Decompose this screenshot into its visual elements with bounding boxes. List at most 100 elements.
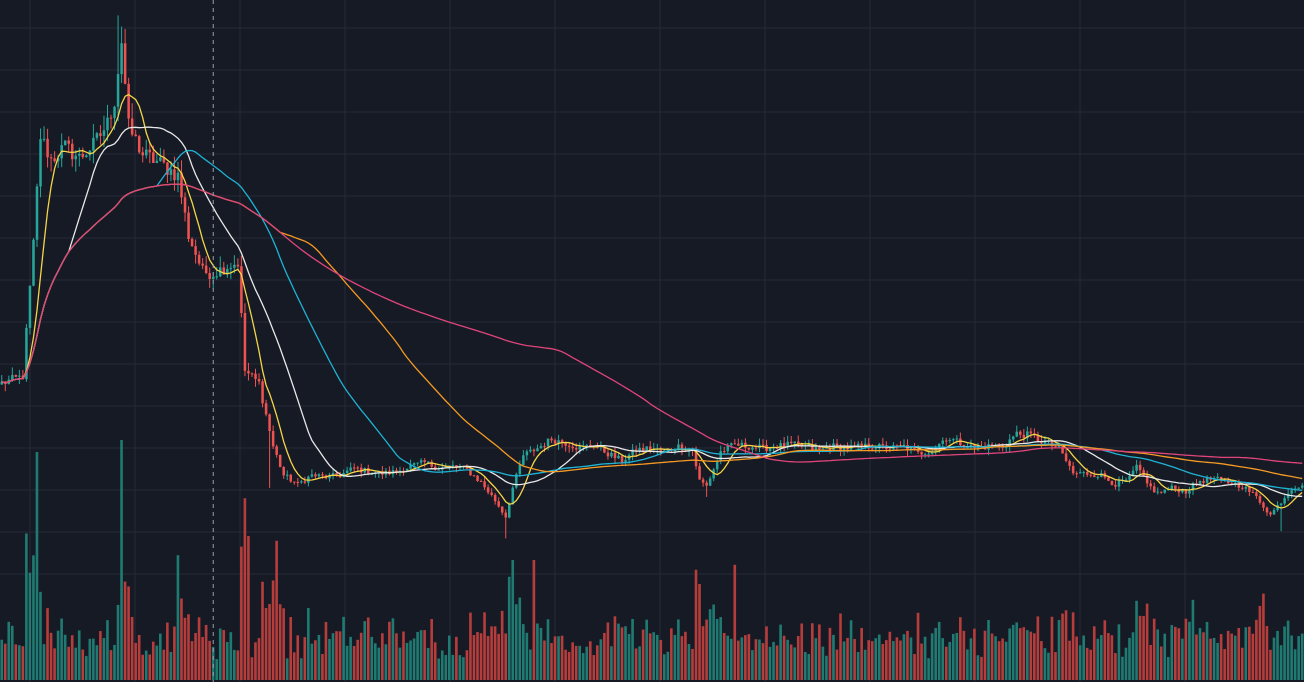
volume-bar xyxy=(377,647,381,680)
candle-body xyxy=(730,443,733,446)
volume-bar xyxy=(1011,624,1015,680)
moving-average-line xyxy=(1,149,1303,491)
candle-body xyxy=(1216,476,1219,479)
candle-body xyxy=(543,446,546,448)
volume-bar xyxy=(1057,620,1061,680)
moving-average-line xyxy=(1,126,1303,497)
candle-body xyxy=(550,438,553,441)
volume-bar xyxy=(268,603,271,680)
candle-body xyxy=(92,137,95,151)
volume-bar xyxy=(46,608,49,680)
volume-bar xyxy=(211,646,215,680)
volume-bar xyxy=(1233,635,1237,680)
candle-body xyxy=(666,449,670,451)
candle-body xyxy=(871,448,874,450)
volume-bar xyxy=(370,636,374,680)
volume-bar xyxy=(659,639,663,680)
volume-bar xyxy=(634,648,638,680)
volume-bar xyxy=(796,636,800,680)
volume-bar xyxy=(342,616,345,680)
volume-bar xyxy=(624,626,627,680)
volume-bar xyxy=(1117,624,1121,680)
candle-body xyxy=(574,448,578,450)
volume-bar xyxy=(479,633,483,680)
moving-average-lines xyxy=(1,93,1303,509)
volume-bar xyxy=(810,623,814,680)
volume-bar xyxy=(885,640,888,680)
volume-bar xyxy=(472,635,476,680)
candle-body xyxy=(1262,502,1265,508)
candle-body xyxy=(70,143,74,160)
volume-bar xyxy=(356,639,359,680)
volume-bar xyxy=(109,650,113,680)
candle-body xyxy=(483,481,486,488)
moving-average-line xyxy=(1,183,1303,464)
volume-bar xyxy=(684,631,687,680)
volume-bar xyxy=(1103,620,1107,680)
volume-bar xyxy=(698,584,701,680)
volume-bar xyxy=(1099,635,1103,680)
candle-body xyxy=(113,106,116,119)
volume-bar xyxy=(708,609,712,680)
candle-body xyxy=(152,152,155,163)
candle-body xyxy=(28,285,32,328)
candle-body xyxy=(747,447,751,450)
candle-body xyxy=(497,501,500,507)
volume-bar xyxy=(402,631,405,680)
volume-bar xyxy=(599,639,603,680)
volume-bar xyxy=(183,617,187,680)
volume-bar xyxy=(1240,647,1244,680)
candle-body xyxy=(226,268,229,275)
candle-body xyxy=(641,447,645,451)
volume-bar xyxy=(254,642,257,680)
volume-bar xyxy=(789,644,793,680)
candle-body xyxy=(81,153,85,158)
volume-bar xyxy=(1036,616,1040,680)
volume-bar xyxy=(828,627,832,680)
candle-body xyxy=(1089,474,1093,476)
volume-bar xyxy=(345,645,349,680)
candle-body xyxy=(1064,453,1068,461)
candle-body xyxy=(916,449,920,452)
candle-body xyxy=(1255,492,1258,497)
volume-bar xyxy=(518,597,522,680)
volume-bar xyxy=(1265,626,1269,680)
volume-bar xyxy=(1075,636,1078,680)
volume-bar xyxy=(969,638,973,680)
volume-bar xyxy=(744,635,747,680)
candle-body xyxy=(278,454,282,467)
candle-body xyxy=(412,463,416,465)
candle-body xyxy=(405,468,409,473)
volume-bar xyxy=(736,640,740,680)
volume-bar xyxy=(1043,648,1047,680)
candle-body xyxy=(229,267,233,269)
volume-bar xyxy=(951,633,955,680)
volume-bar xyxy=(1114,653,1117,680)
volume-bar xyxy=(1293,649,1297,680)
volume-bar xyxy=(553,636,557,680)
candle-body xyxy=(56,158,60,162)
candle-body xyxy=(525,451,529,456)
candle-body xyxy=(585,444,589,446)
candle-body xyxy=(236,264,240,267)
volume-bar xyxy=(1018,628,1022,680)
volume-bar xyxy=(1251,633,1255,680)
volume-bar xyxy=(247,536,250,680)
volume-bar xyxy=(1135,600,1138,680)
volume-bar xyxy=(1061,613,1064,680)
candle-body xyxy=(680,444,684,451)
candle-body xyxy=(1283,498,1286,504)
candle-body xyxy=(180,172,183,198)
volume-bar xyxy=(1209,638,1212,680)
volume-bar xyxy=(902,634,906,680)
volume-bar xyxy=(522,624,525,680)
volume-bar xyxy=(1145,603,1149,680)
volume-bar xyxy=(1128,637,1131,680)
candle-body xyxy=(328,474,331,479)
volume-bar xyxy=(895,637,899,680)
volume-bar xyxy=(504,633,508,680)
volume-bar xyxy=(1258,605,1262,680)
volume-bar xyxy=(560,635,564,680)
candle-body xyxy=(793,441,796,444)
